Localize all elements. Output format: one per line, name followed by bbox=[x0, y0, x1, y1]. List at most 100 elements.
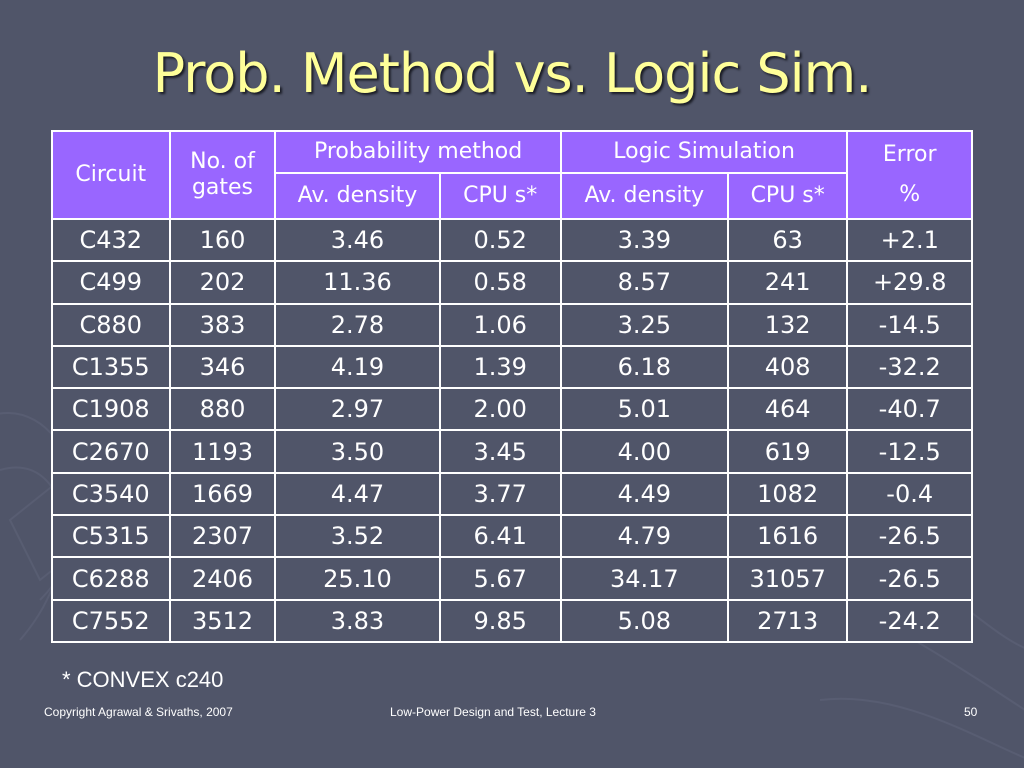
cell-prob-cpu: 5.67 bbox=[438, 556, 562, 601]
cell-sim-av-density: 4.00 bbox=[559, 429, 729, 474]
cell-gates: 346 bbox=[168, 344, 277, 390]
cell-sim-cpu: 132 bbox=[726, 302, 849, 347]
slide-title: Prob. Method vs. Logic Sim. bbox=[152, 42, 873, 105]
cell-gates: 383 bbox=[168, 302, 277, 347]
page-number: 50 bbox=[964, 705, 978, 719]
cell-error: -26.5 bbox=[846, 556, 973, 601]
table-row: C880 383 2.78 1.06 3.25 132 -14.5 bbox=[51, 302, 973, 347]
table-row: C1355 346 4.19 1.39 6.18 408 -32.2 bbox=[51, 344, 973, 390]
subheader-sim-av-density: Av. density bbox=[559, 172, 729, 220]
cell-sim-cpu: 63 bbox=[726, 217, 849, 263]
table-row: C432 160 3.46 0.52 3.39 63 +2.1 bbox=[51, 217, 973, 263]
cell-prob-av-density: 2.97 bbox=[274, 387, 441, 432]
cell-circuit: C499 bbox=[51, 260, 171, 305]
footer-lecture: Low-Power Design and Test, Lecture 3 bbox=[390, 705, 596, 719]
cell-prob-cpu: 2.00 bbox=[438, 387, 562, 432]
header-gates-label: No. of gates bbox=[190, 149, 255, 200]
cell-sim-av-density: 3.25 bbox=[559, 302, 729, 347]
footer-copyright: Copyright Agrawal & Srivaths, 2007 bbox=[44, 705, 233, 719]
cell-circuit: C1355 bbox=[51, 344, 171, 390]
subheader-sim-cpu: CPU s* bbox=[726, 172, 849, 220]
subheader-prob-av-density: Av. density bbox=[274, 172, 441, 220]
cell-sim-av-density: 3.39 bbox=[559, 217, 729, 263]
cell-prob-av-density: 2.78 bbox=[274, 302, 441, 347]
table-row: C3540 1669 4.47 3.77 4.49 1082 -0.4 bbox=[51, 471, 973, 517]
cell-gates: 202 bbox=[168, 260, 277, 305]
cell-gates: 1193 bbox=[168, 429, 277, 474]
cell-sim-av-density: 34.17 bbox=[559, 556, 729, 601]
cell-prob-cpu: 1.39 bbox=[438, 344, 562, 390]
cell-circuit: C880 bbox=[51, 302, 171, 347]
header-circuit: Circuit bbox=[51, 130, 171, 220]
cell-gates: 1669 bbox=[168, 471, 277, 517]
table-row: C499 202 11.36 0.58 8.57 241 +29.8 bbox=[51, 260, 973, 305]
cell-prob-av-density: 25.10 bbox=[274, 556, 441, 601]
table-row: C2670 1193 3.50 3.45 4.00 619 -12.5 bbox=[51, 429, 973, 474]
subheader-row: Av. density CPU s* Av. density CPU s* bbox=[52, 172, 972, 220]
comparison-table: Circuit No. of gates Probability method … bbox=[51, 130, 973, 643]
cell-error: -40.7 bbox=[846, 387, 973, 432]
cell-prob-av-density: 3.52 bbox=[274, 514, 441, 559]
cell-error: -14.5 bbox=[846, 302, 973, 347]
cell-circuit: C3540 bbox=[51, 471, 171, 517]
cell-error: +29.8 bbox=[846, 260, 973, 305]
cell-error: -12.5 bbox=[846, 429, 973, 474]
cell-sim-av-density: 6.18 bbox=[559, 344, 729, 390]
cell-prob-cpu: 3.77 bbox=[438, 471, 562, 517]
table-row: C1908 880 2.97 2.00 5.01 464 -40.7 bbox=[51, 387, 973, 432]
cell-sim-cpu: 1616 bbox=[726, 514, 849, 559]
cell-sim-av-density: 5.01 bbox=[559, 387, 729, 432]
cell-sim-av-density: 4.79 bbox=[559, 514, 729, 559]
header-logic-simulation: Logic Simulation bbox=[559, 130, 849, 174]
header-error: Error % bbox=[846, 130, 973, 220]
cell-prob-av-density: 3.46 bbox=[274, 217, 441, 263]
cell-circuit: C2670 bbox=[51, 429, 171, 474]
header-error-label: Error % bbox=[882, 142, 937, 207]
footnote: * CONVEX c240 bbox=[62, 667, 224, 692]
cell-sim-cpu: 2713 bbox=[726, 598, 849, 643]
cell-gates: 880 bbox=[168, 387, 277, 432]
cell-prob-cpu: 0.52 bbox=[438, 217, 562, 263]
cell-error: -24.2 bbox=[846, 598, 973, 643]
table-row: C6288 2406 25.10 5.67 34.17 31057 -26.5 bbox=[51, 556, 973, 601]
cell-sim-av-density: 8.57 bbox=[559, 260, 729, 305]
cell-circuit: C7552 bbox=[51, 598, 171, 643]
cell-prob-cpu: 1.06 bbox=[438, 302, 562, 347]
cell-prob-av-density: 4.47 bbox=[274, 471, 441, 517]
cell-circuit: C1908 bbox=[51, 387, 171, 432]
cell-sim-av-density: 5.08 bbox=[559, 598, 729, 643]
cell-prob-cpu: 6.41 bbox=[438, 514, 562, 559]
header-row: Circuit No. of gates Probability method … bbox=[51, 130, 973, 220]
cell-gates: 3512 bbox=[168, 598, 277, 643]
cell-prob-cpu: 3.45 bbox=[438, 429, 562, 474]
cell-prob-cpu: 0.58 bbox=[438, 260, 562, 305]
cell-gates: 160 bbox=[168, 217, 277, 263]
cell-sim-cpu: 408 bbox=[726, 344, 849, 390]
cell-prob-av-density: 3.50 bbox=[274, 429, 441, 474]
cell-error: -32.2 bbox=[846, 344, 973, 390]
cell-circuit: C6288 bbox=[51, 556, 171, 601]
header-gates: No. of gates bbox=[168, 130, 277, 220]
table-row: C7552 3512 3.83 9.85 5.08 2713 -24.2 bbox=[51, 598, 973, 643]
subheader-prob-cpu: CPU s* bbox=[438, 172, 562, 220]
table-row: C5315 2307 3.52 6.41 4.79 1616 -26.5 bbox=[51, 514, 973, 559]
cell-error: -0.4 bbox=[846, 471, 973, 517]
header-probability-method: Probability method bbox=[274, 130, 562, 174]
cell-error: -26.5 bbox=[846, 514, 973, 559]
table-body: C432 160 3.46 0.52 3.39 63 +2.1 C499 202 11.36 0.5… bbox=[51, 217, 973, 643]
cell-prob-cpu: 9.85 bbox=[438, 598, 562, 643]
cell-sim-cpu: 464 bbox=[726, 387, 849, 432]
cell-prob-av-density: 3.83 bbox=[274, 598, 441, 643]
cell-error: +2.1 bbox=[846, 217, 973, 263]
cell-sim-cpu: 1082 bbox=[726, 471, 849, 517]
cell-prob-av-density: 11.36 bbox=[274, 260, 441, 305]
cell-prob-av-density: 4.19 bbox=[274, 344, 441, 390]
cell-sim-cpu: 619 bbox=[726, 429, 849, 474]
cell-circuit: C5315 bbox=[51, 514, 171, 559]
cell-sim-cpu: 241 bbox=[726, 260, 849, 305]
cell-gates: 2406 bbox=[168, 556, 277, 601]
cell-circuit: C432 bbox=[51, 217, 171, 263]
cell-sim-av-density: 4.49 bbox=[559, 471, 729, 517]
cell-sim-cpu: 31057 bbox=[726, 556, 849, 601]
cell-gates: 2307 bbox=[168, 514, 277, 559]
